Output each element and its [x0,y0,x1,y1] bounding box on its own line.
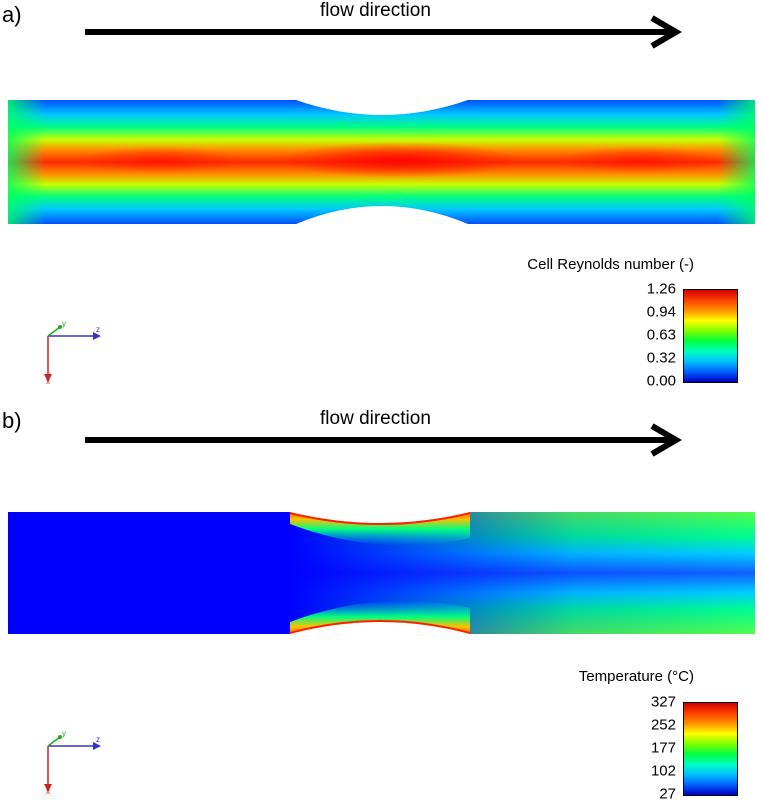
colorbar-tick: 327 [650,693,676,711]
reynolds-contour-field [8,100,755,224]
colorbar-tick: 1.26 [646,280,676,298]
axis-y-label: y [62,729,66,738]
axis-triad-icon: z x y [44,319,101,386]
axis-triad-icon: z x y [44,729,101,796]
colorbar-tick: 0.63 [646,326,676,344]
panel-label: a) [2,2,22,27]
colorbar-tick: 102 [650,762,676,780]
colorbar [683,289,738,383]
colorbar-tick: 0.32 [646,349,676,367]
colorbar-tick: 252 [650,716,676,734]
flow-direction-arrow-icon [85,15,682,49]
colorbar-tick: 0.00 [646,372,676,390]
colorbar-title: Temperature (°C) [578,668,694,685]
panel-b: b) flow direction [0,402,764,803]
colorbar-ticks: 1.26 0.94 0.63 0.32 0.00 [616,281,676,390]
flow-direction-label: flow direction [320,408,431,429]
axis-x-label: x [46,787,50,796]
colorbar-tick: 177 [650,739,676,757]
panel-a: a) flow direction [0,0,764,400]
colorbar [683,702,738,796]
axis-z-label: z [96,325,100,334]
colorbar-title: Cell Reynolds number (-) [527,256,694,273]
colorbar-tick: 27 [659,785,676,803]
axis-x-label: x [46,377,50,386]
flow-direction-label: flow direction [320,0,431,21]
colorbar-tick: 0.94 [646,303,676,321]
panel-label: b) [2,408,22,433]
colorbar-ticks: 327 252 177 102 27 [616,694,676,803]
temperature-contour-field [8,498,755,638]
axis-y-label: y [62,319,66,328]
flow-direction-arrow-icon [85,423,682,457]
axis-z-label: z [96,735,100,744]
